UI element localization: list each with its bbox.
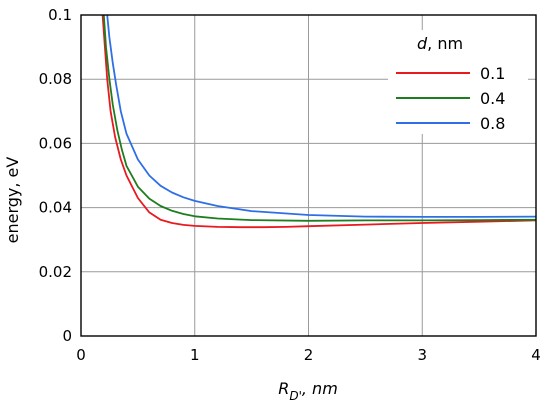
series-line-1 — [102, 15, 536, 222]
y-tick-label-2: 0.04 — [39, 199, 72, 217]
legend-box — [388, 30, 528, 134]
y-tick-label-5: 0.1 — [48, 6, 72, 24]
x-tick-label-2: 2 — [304, 346, 314, 364]
y-tick-label-0: 0 — [62, 327, 72, 345]
legend-items: 0.1 0.4 0.8 — [396, 64, 505, 133]
y-tick-labels: 0 0.02 0.04 0.06 0.08 0.1 — [39, 6, 72, 345]
legend-label-1: 0.4 — [480, 89, 505, 108]
series-line-2 — [106, 15, 536, 218]
x-axis-label-unit: , nm — [302, 379, 338, 398]
legend-label-2: 0.8 — [480, 114, 505, 133]
legend-title-var: d — [417, 34, 428, 53]
plot-frame — [80, 14, 537, 337]
legend-title: d, nm — [417, 34, 463, 53]
x-axis-label: RD', nm — [278, 379, 338, 403]
legend-label-0: 0.1 — [480, 64, 505, 83]
x-tick-label-1: 1 — [190, 346, 200, 364]
legend: d, nm 0.1 0.4 0.8 — [388, 30, 528, 134]
series-line-0 — [101, 15, 536, 229]
y-axis-label: energy, eV — [3, 157, 22, 244]
series-curves — [101, 15, 536, 229]
y-tick-label-4: 0.08 — [39, 70, 72, 88]
x-axis-label-main: R — [278, 379, 289, 398]
x-tick-label-3: 3 — [417, 346, 427, 364]
plot-border — [80, 14, 537, 337]
y-tick-label-1: 0.02 — [39, 263, 72, 281]
x-axis-label-sub: D' — [289, 389, 302, 403]
y-tick-label-3: 0.06 — [39, 134, 72, 152]
x-tick-label-4: 4 — [531, 346, 541, 364]
x-tick-labels: 0 1 2 3 4 — [76, 346, 541, 364]
x-tick-label-0: 0 — [76, 346, 86, 364]
legend-title-unit: , nm — [427, 34, 463, 53]
